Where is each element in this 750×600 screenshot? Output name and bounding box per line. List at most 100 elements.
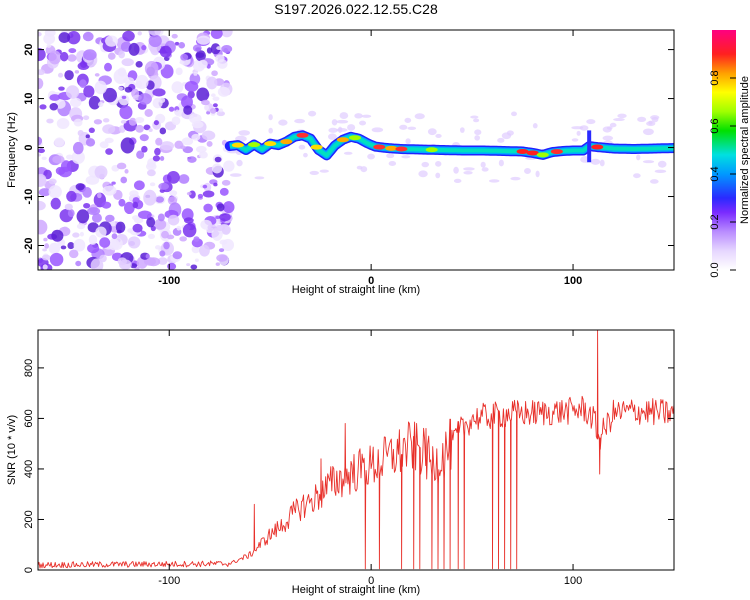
noise-blob [153,120,159,126]
noise-blob [82,31,94,42]
noise-blob [46,43,52,48]
noise-blob [195,145,207,153]
noise-blob [169,190,178,196]
noise-blob [111,233,118,240]
y-tick-label: -10 [23,189,35,205]
noise-blob [93,119,103,125]
noise-blob [41,156,47,161]
y-tick-label: -20 [23,238,35,254]
noise-blob [67,209,75,218]
noise-blob [207,224,217,231]
noise-blob [97,192,102,199]
noise-blob [178,174,190,184]
noise-blob [167,262,177,270]
noise-blob [48,185,62,199]
noise-blob [219,213,231,222]
noise-blob [154,147,161,156]
colorbar-gradient [712,30,736,270]
noise-blob [70,97,82,108]
noise-blob [211,163,223,174]
noise-blob [175,67,183,76]
noise-blob [48,50,62,65]
noise-blob [58,166,72,178]
noise-blob [159,127,167,135]
ridge-hotspot [296,132,309,138]
noise-blob [219,239,228,245]
faint-energy [278,119,288,126]
noise-blob [38,31,42,37]
faint-energy [488,179,500,183]
noise-blob [133,217,144,224]
noise-blob [211,70,218,77]
noise-blob [71,150,85,164]
noise-blob [201,99,210,106]
noise-blob [159,45,172,58]
faint-energy [590,158,601,165]
noise-blob [46,118,54,124]
ridge-hotspot [385,145,398,151]
noise-blob [190,264,198,270]
noise-blob [38,219,48,235]
noise-blob [67,54,77,62]
noise-blob [146,216,156,228]
noise-blob [128,42,140,56]
noise-blob [218,248,225,253]
snr-x-axis-label: Height of straight line (km) [292,584,420,596]
spectrogram-signal-ridge [224,130,674,163]
noise-blob [49,94,61,101]
noise-blob [121,95,127,100]
noise-blob [195,50,206,62]
noise-blob [210,93,216,98]
noise-blob [146,169,156,177]
noise-blob [56,117,70,129]
faint-energy [229,173,242,177]
noise-blob [181,95,193,109]
faint-energy [435,161,442,167]
noise-blob [49,252,64,267]
noise-blob [73,118,83,127]
ridge-hotspot [231,142,244,148]
snr-line [38,330,674,570]
noise-blob [133,180,145,191]
noise-blob [160,141,174,151]
ridge-hotspot [248,142,261,148]
noise-blob [216,46,222,51]
noise-blob [44,30,56,37]
noise-blob [137,210,152,220]
noise-blob [146,257,161,267]
faint-energy [642,160,655,164]
noise-blob [184,81,199,92]
noise-blob [104,137,114,144]
noise-blob [43,237,48,242]
ridge-hotspot [280,139,293,145]
noise-blob [66,190,77,202]
noise-blob [174,41,180,46]
faint-energy [586,119,596,125]
faint-energy [650,115,660,120]
noise-blob [102,118,110,123]
noise-blob [189,113,202,124]
colorbar-tick-label: 0.2 [709,214,721,229]
noise-blob [192,44,202,52]
noise-blob [161,230,170,239]
noise-blob [141,44,147,51]
faint-energy [654,169,667,174]
noise-blob [82,115,90,121]
noise-blob [152,88,166,97]
noise-blob [42,248,47,252]
faint-energy [609,122,617,128]
faint-energy [328,127,338,133]
noise-blob [64,70,74,81]
noise-blob [217,86,231,97]
colorbar-tick-label: 0.6 [709,118,721,133]
noise-blob [210,107,217,114]
y-tick-label: 400 [23,460,35,478]
noise-blob [194,258,199,263]
noise-blob [38,148,45,154]
noise-blob [202,190,215,198]
faint-energy [642,128,654,136]
noise-blob [44,243,50,249]
noise-blob [196,87,210,102]
noise-blob [105,148,113,155]
noise-blob [153,219,167,230]
